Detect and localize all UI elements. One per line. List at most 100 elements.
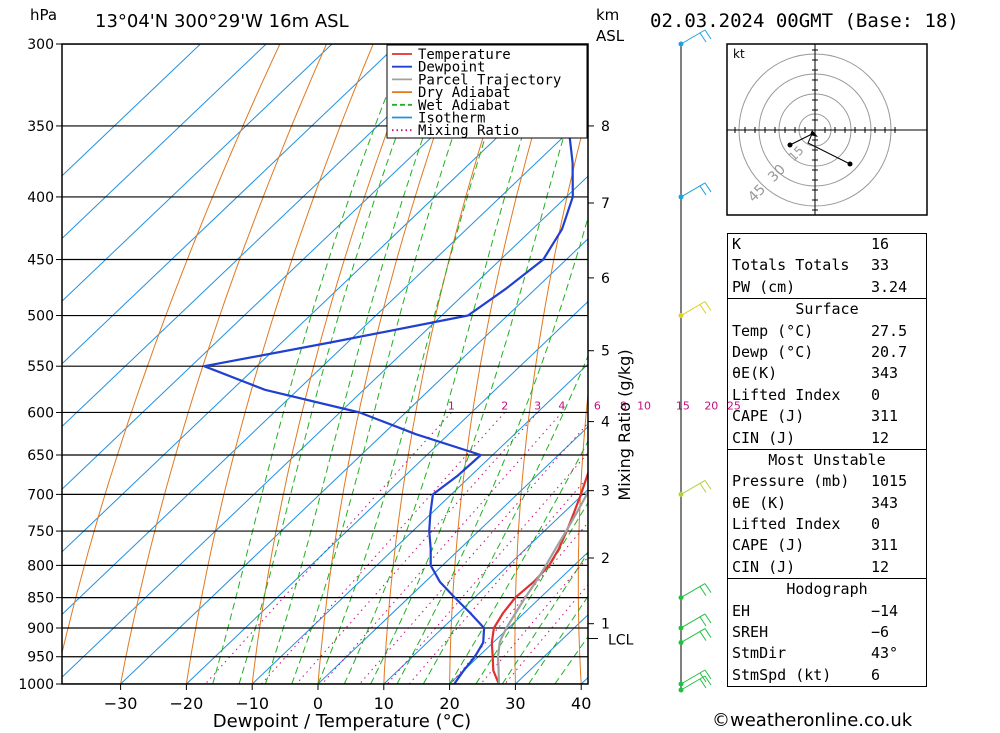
hodograph-stats-title: Hodograph xyxy=(786,580,868,599)
mixing-ratio-label: 4 xyxy=(558,399,565,412)
legend-label: Dry Adiabat xyxy=(418,85,511,101)
row-mu-pressure: Pressure (mb) 1015 xyxy=(732,472,908,491)
dry-adiabat-line xyxy=(449,44,561,684)
pressure-tick-label: 950 xyxy=(27,650,54,666)
pressure-tick-label: 500 xyxy=(27,309,54,325)
wind-barb-flag xyxy=(704,182,712,193)
footer-credit[interactable]: ©weatheronline.co.uk xyxy=(712,710,912,731)
mixing-ratio-label: 6 xyxy=(594,399,601,412)
row-pw: PW (cm) 3.24 xyxy=(732,277,908,296)
legend-label: Dewpoint xyxy=(418,60,485,76)
row-eh: EH −14 xyxy=(732,601,899,620)
wind-barb-flag xyxy=(699,185,707,196)
copyright-icon: © xyxy=(712,710,730,731)
km-tick-label: 7 xyxy=(601,196,610,212)
wet-adiabat-line xyxy=(475,501,588,684)
lcl-label: LCL xyxy=(608,633,634,649)
wind-barb-shaft xyxy=(680,613,706,629)
wet-adiabat-line xyxy=(264,44,457,684)
isotherm-line xyxy=(120,238,588,684)
wind-barb-shaft xyxy=(680,182,706,198)
row-surface-theta-e: θE(K) 343 xyxy=(732,364,899,383)
wet-adiabat-line xyxy=(422,354,588,684)
legend-box xyxy=(386,44,588,139)
wind-barb-flag xyxy=(704,29,712,40)
plot-overlay: 1 2 3 4 6 8 10 15 20 2530035040045050055060065070… xyxy=(18,37,741,713)
hodograph-trace xyxy=(789,132,851,165)
wet-adiabat-line xyxy=(212,44,408,684)
x-tick-label: 0 xyxy=(313,694,323,713)
surface-title: Surface xyxy=(795,300,859,319)
km-tick-label: 1 xyxy=(601,617,610,633)
mixing-ratio-line xyxy=(480,556,588,684)
pressure-tick-label: 450 xyxy=(27,253,54,269)
mixing-ratio-axis-label: Mixing Ratio (g/kg) xyxy=(615,349,634,500)
mixing-ratio-label: 10 xyxy=(637,399,651,412)
dry-adiabat-line xyxy=(640,44,700,684)
wind-barb-flag xyxy=(704,613,712,624)
isotherm-line xyxy=(62,44,201,177)
pressure-tick-label: 550 xyxy=(27,359,54,375)
wind-barb-flag xyxy=(699,631,707,641)
pressure-tick-label: 300 xyxy=(27,37,54,53)
isotherm-line xyxy=(449,551,588,684)
row-surface-dewp: Dewp (°C) 20.7 xyxy=(732,342,908,361)
wind-profile xyxy=(678,29,712,693)
row-surface-cin: CIN (J) 12 xyxy=(732,428,890,447)
row-totals-totals: Totals Totals 33 xyxy=(732,256,890,275)
wind-barb-shaft xyxy=(680,29,706,45)
isotherm-line xyxy=(317,426,588,684)
series-line-dewpoint xyxy=(203,44,585,684)
wind-barb-shaft xyxy=(680,628,706,643)
legend-label: Temperature xyxy=(418,47,511,63)
hodograph-stats-box: Hodograph EH −14 SREH −6 StmDir 43° StmSpd … xyxy=(727,578,927,688)
wind-barb-shaft xyxy=(680,301,706,316)
plot-frame xyxy=(61,43,589,685)
storm-motion-marker xyxy=(810,130,818,137)
mixing-ratio-line xyxy=(450,521,588,684)
wind-barb-flag xyxy=(704,583,712,593)
pressure-tick-label: 650 xyxy=(27,448,54,464)
wet-adiabat-line xyxy=(370,52,588,684)
pressure-tick-label: 350 xyxy=(27,119,54,135)
legend-label: Wet Adiabat xyxy=(418,98,511,114)
isotherm-line xyxy=(62,44,530,490)
wind-barb-flag xyxy=(699,678,707,689)
pressure-unit: hPa xyxy=(30,6,57,24)
isotherm-line xyxy=(62,175,588,678)
wind-barb-flag xyxy=(699,32,707,43)
plot-area xyxy=(62,44,700,684)
row-surface-cape: CAPE (J) 311 xyxy=(732,407,899,426)
hodograph-point xyxy=(787,142,793,148)
km-tick-label: 5 xyxy=(601,344,610,360)
km-tick-label: 4 xyxy=(601,415,610,431)
mixing-ratio-label: 25 xyxy=(727,399,741,412)
dry-adiabat-line xyxy=(317,44,467,684)
wind-barb-shaft xyxy=(680,479,706,495)
location-label: 13°04'N 300°29'W 16m ASL xyxy=(95,11,349,32)
series-line-parcel-trajectory xyxy=(496,489,588,684)
mixing-ratio-label: 1 xyxy=(448,399,455,412)
hodograph-point xyxy=(847,161,853,167)
km-tick-label: 2 xyxy=(601,551,610,567)
theta-e-symbol: θE xyxy=(732,364,751,383)
wind-barb-flag xyxy=(704,675,712,686)
row-mu-cin: CIN (J) 12 xyxy=(732,557,890,576)
wet-adiabat-line xyxy=(317,44,517,684)
wind-barb-shaft xyxy=(680,675,706,691)
km-tick-label: 6 xyxy=(601,271,610,287)
legend-label: Mixing Ratio xyxy=(418,123,519,139)
wind-barb-flag xyxy=(699,586,707,596)
x-tick-label: 30 xyxy=(505,694,525,713)
isotherm-line xyxy=(62,44,333,302)
row-surface-li: Lifted Index 0 xyxy=(732,385,881,404)
pressure-tick-label: 900 xyxy=(27,621,54,637)
km-tick-label: 8 xyxy=(601,119,610,135)
mixing-ratio-label: 8 xyxy=(620,399,627,412)
datetime-label: 02.03.2024 00GMT (Base: 18) xyxy=(650,10,959,32)
isotherm-line xyxy=(383,488,588,684)
site-link[interactable]: weatheronline.co.uk xyxy=(730,710,913,731)
